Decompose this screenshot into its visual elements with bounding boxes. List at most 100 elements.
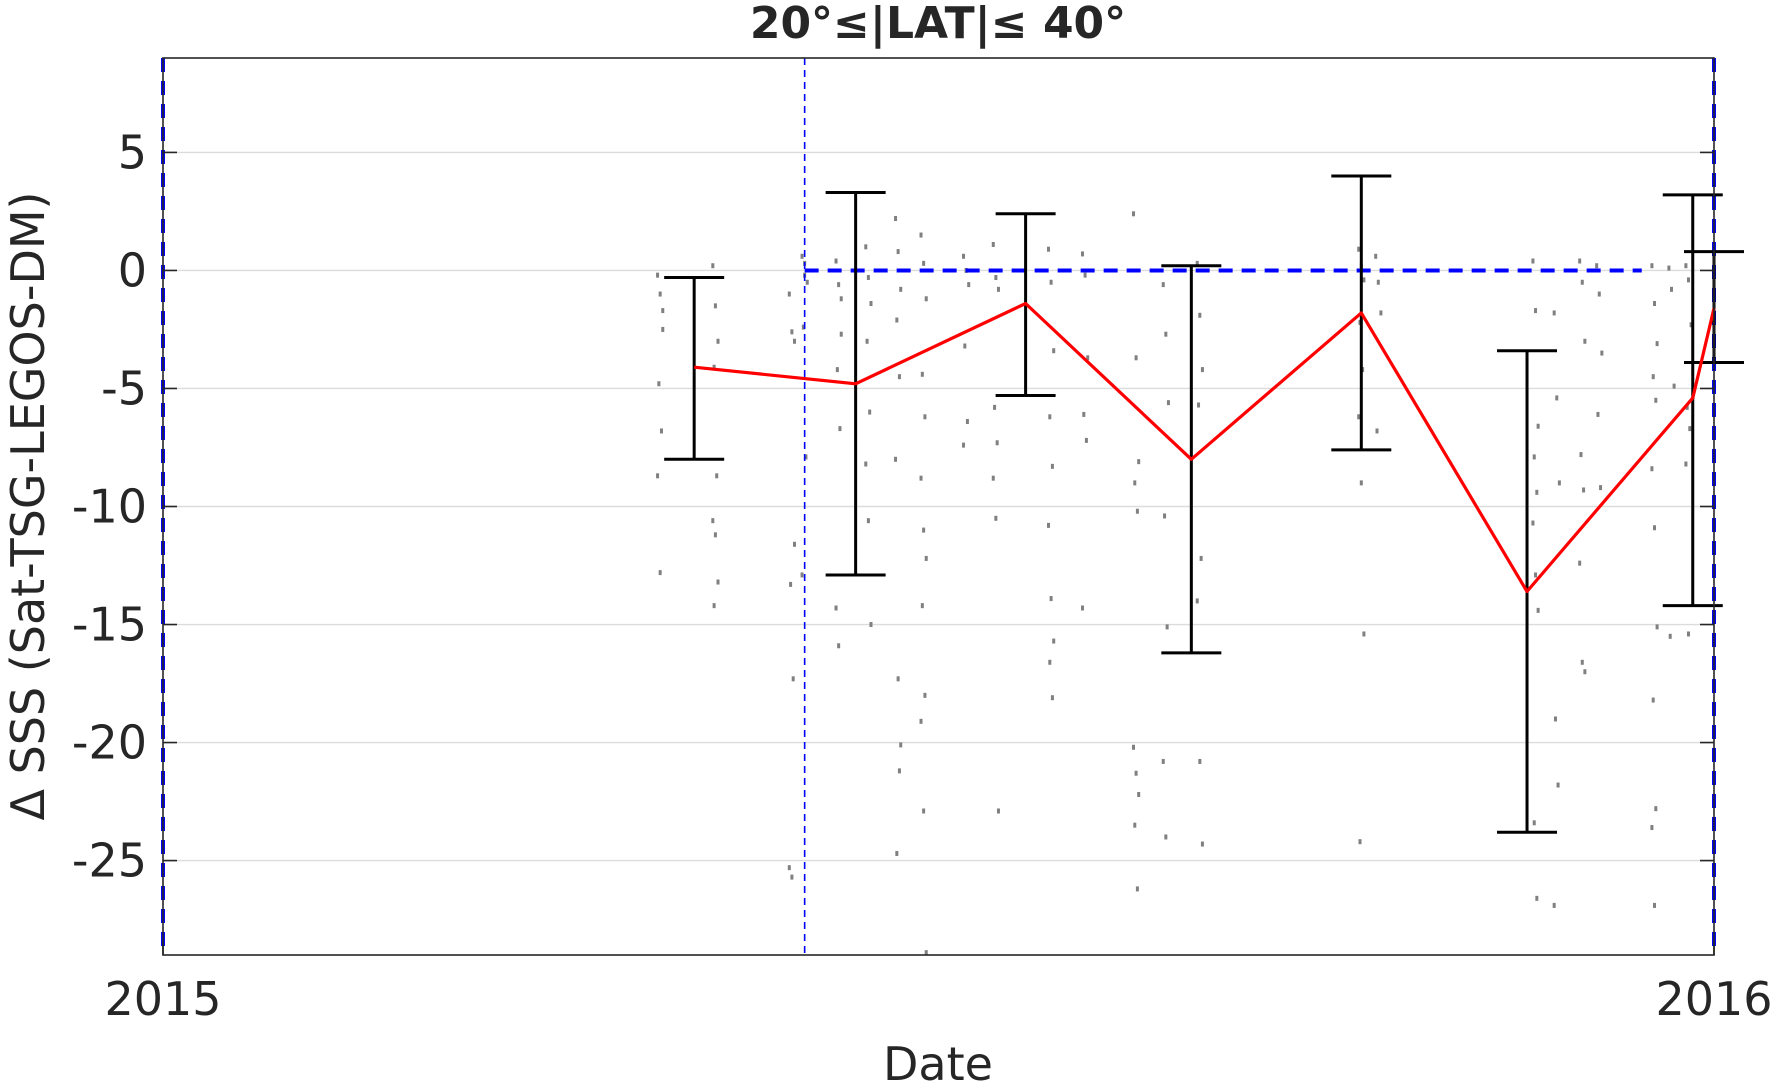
scatter-point: [967, 282, 971, 288]
scatter-point: [834, 605, 838, 611]
scatter-point: [894, 216, 898, 222]
scatter-point: [899, 286, 903, 292]
scatter-point: [1689, 322, 1693, 328]
scatter-point: [1688, 426, 1692, 432]
scatter-point: [1379, 310, 1383, 316]
scatter-point: [1579, 452, 1583, 458]
scatter-point: [868, 409, 872, 415]
scatter-point: [924, 950, 928, 956]
x-axis-ticks: 2015 2016: [104, 941, 1773, 1026]
scatter-point: [1595, 263, 1599, 269]
scatter-point: [656, 272, 660, 278]
scatter-point: [1654, 397, 1658, 403]
scatter-point: [1166, 400, 1170, 406]
scatter-point: [994, 515, 998, 521]
scatter-point: [965, 419, 969, 425]
scatter-point: [1651, 697, 1655, 703]
y-tick-label: -10: [72, 480, 147, 534]
scatter-point: [1362, 277, 1366, 283]
y-tick-label: -5: [101, 361, 147, 415]
scatter-point: [896, 676, 900, 682]
scatter-point: [1650, 825, 1654, 831]
scatter-point: [1534, 572, 1538, 578]
scatter-point: [897, 768, 901, 774]
scatter-point: [1047, 522, 1051, 528]
scatter-points: [656, 211, 1693, 956]
y-axis-label: Δ SSS (Sat-TSG-LEGOS-DM): [1, 192, 55, 821]
scatter-point: [1165, 624, 1169, 630]
scatter-point: [1651, 374, 1655, 380]
scatter-point: [924, 555, 928, 561]
scatter-point: [923, 414, 927, 420]
scatter-point: [1200, 367, 1204, 373]
scatter-point: [1583, 338, 1587, 344]
scatter-point: [1084, 437, 1088, 443]
y-tick-label: -25: [72, 834, 147, 888]
scatter-point: [658, 570, 662, 576]
scatter-point: [1552, 310, 1556, 316]
scatter-point: [923, 692, 927, 698]
scatter-point: [1578, 258, 1582, 264]
scatter-point: [1684, 263, 1688, 269]
scatter-point: [789, 581, 793, 587]
y-axis-ticks: 5 0 -5 -10 -15 -20 -25: [72, 125, 1714, 888]
y-tick-label: -15: [72, 598, 147, 652]
scatter-point: [1536, 423, 1540, 429]
scatter-point: [896, 249, 900, 255]
scatter-point: [1135, 508, 1139, 514]
scatter-point: [1359, 480, 1363, 486]
scatter-point: [864, 461, 868, 467]
scatter-point: [837, 282, 841, 288]
scatter-point: [716, 579, 720, 585]
scatter-point: [711, 263, 715, 269]
scatter-point: [920, 371, 924, 377]
scatter-point: [995, 440, 999, 446]
y-tick-label: 5: [118, 125, 147, 179]
scatter-point: [659, 428, 663, 434]
scatter-point: [924, 296, 928, 302]
scatter-point: [1687, 277, 1691, 283]
scatter-point: [1580, 659, 1584, 665]
scatter-point: [1596, 411, 1600, 417]
scatter-point: [1358, 839, 1362, 845]
scatter-point: [1081, 251, 1085, 257]
scatter-point: [1535, 489, 1539, 495]
scatter-point: [1050, 695, 1054, 701]
scatter-point: [787, 291, 791, 297]
plot-area: 5 0 -5 -10 -15 -20 -25 2015 2016: [72, 57, 1773, 1026]
scatter-point: [1200, 841, 1204, 847]
scatter-point: [1580, 279, 1584, 285]
scatter-point: [1684, 461, 1688, 467]
scatter-point: [919, 475, 923, 481]
y-tick-label: -20: [72, 716, 147, 770]
scatter-point: [1685, 404, 1689, 410]
scatter-point: [1655, 341, 1659, 347]
scatter-point: [1357, 414, 1361, 420]
scatter-point: [1050, 463, 1054, 469]
x-tick-label: 2015: [104, 972, 221, 1026]
scatter-point: [1555, 395, 1559, 401]
scatter-point: [1362, 631, 1366, 637]
scatter-point: [658, 291, 662, 297]
scatter-point: [790, 329, 794, 335]
scatter-point: [894, 456, 898, 462]
scatter-point: [1134, 770, 1138, 776]
scatter-point: [1532, 454, 1536, 460]
scatter-point: [1195, 598, 1199, 604]
scatter-point: [792, 541, 796, 547]
scatter-point: [1556, 782, 1560, 788]
scatter-point: [1163, 513, 1167, 519]
scatter-point: [1600, 350, 1604, 356]
scatter-point: [787, 865, 791, 871]
scatter-point: [1375, 428, 1379, 434]
scatter-point: [869, 300, 873, 306]
mean-series-line: [694, 301, 1716, 594]
scatter-point: [1198, 758, 1202, 764]
scatter-point: [661, 308, 665, 314]
scatter-point: [1049, 596, 1053, 602]
scatter-point: [656, 473, 660, 479]
scatter-point: [1199, 555, 1203, 561]
scatter-point: [839, 296, 843, 302]
scatter-point: [837, 643, 841, 649]
